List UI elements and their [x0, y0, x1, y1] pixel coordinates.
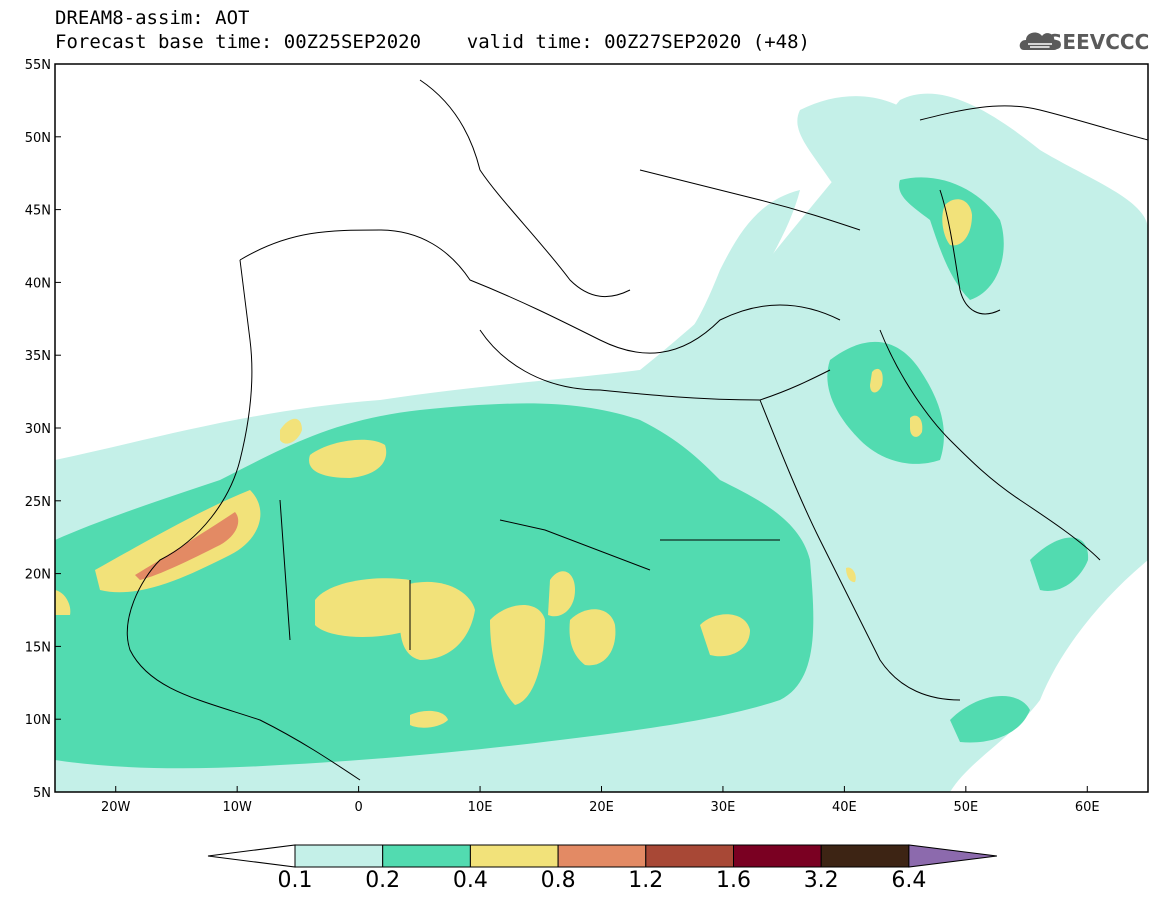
aot-band-0.4-westsahara — [95, 490, 261, 593]
colorbar-label: 6.4 — [891, 868, 927, 893]
y-tick-label: 15N — [25, 640, 51, 655]
colorbar-label: 0.1 — [277, 868, 313, 893]
colorbar-min-triangle — [207, 844, 296, 868]
aot-band-0.4-sudan — [569, 609, 616, 666]
aot-band-0.8 — [135, 512, 239, 580]
colorbar-segment — [557, 844, 647, 868]
forecast-time-line: Forecast base time: 00Z25SEP2020 valid t… — [55, 31, 810, 53]
coastlines — [126, 79, 1148, 781]
aot-band-0.4-chad — [490, 605, 545, 705]
aot-band-0.4-niger — [400, 581, 475, 660]
y-tick-label: 10N — [25, 713, 51, 728]
aot-band-0.4-mali — [315, 578, 410, 637]
colorbar — [207, 844, 997, 868]
aot-band-0.4-iraq — [870, 368, 883, 393]
aot-band-0.4-yemen — [846, 567, 856, 583]
y-tick-label: 20N — [25, 568, 51, 583]
aot-band-0.4-algeria — [309, 439, 387, 478]
colorbar-segment — [382, 844, 471, 868]
logo-text: SEEVCCC — [1048, 30, 1150, 54]
y-tick-label: 25N — [25, 495, 51, 510]
axis-ticks: 20W 10W 0 10E 20E 30E 40E 50E 60E 55N 50N 45N 40N 35N… — [25, 58, 1100, 815]
colorbar-segment — [820, 844, 910, 868]
colorbar-segment — [469, 844, 559, 868]
aot-band-0.2-oman — [1030, 537, 1089, 591]
x-tick-label: 60E — [1075, 800, 1100, 815]
colorbar-segment — [733, 844, 822, 868]
aot-band-0.4-chad2 — [548, 571, 575, 617]
aot-band-0.4-morocco — [280, 418, 302, 444]
colorbar-label: 3.2 — [803, 868, 839, 893]
aot-band-0.4-caspian — [942, 199, 972, 246]
map-title: DREAM8-assim: AOT — [55, 7, 250, 29]
colorbar-label: 0.2 — [365, 868, 401, 893]
x-tick-label: 0 — [354, 800, 362, 815]
colorbar-max-triangle — [908, 844, 997, 868]
aot-band-0.4-iraq2 — [910, 415, 923, 437]
aot-band-0.4-sudan2 — [700, 614, 750, 657]
colorbar-label: 1.2 — [628, 868, 664, 893]
x-tick-label: 10W — [222, 800, 252, 815]
colorbar-label: 0.8 — [540, 868, 576, 893]
y-tick-label: 30N — [25, 422, 51, 437]
colorbar-label: 0.4 — [452, 868, 488, 893]
x-tick-label: 50E — [953, 800, 978, 815]
y-tick-label: 45N — [25, 204, 51, 219]
x-tick-label: 40E — [832, 800, 857, 815]
y-tick-label: 35N — [25, 349, 51, 364]
y-tick-label: 50N — [25, 131, 51, 146]
aot-band-0.2-somalia — [950, 696, 1030, 743]
aot-band-0.4-nigeria — [410, 710, 448, 728]
colorbar-segment — [645, 844, 734, 868]
x-tick-label: 20E — [589, 800, 614, 815]
y-tick-label: 5N — [33, 786, 51, 801]
aot-band-0.1-balkans — [640, 190, 800, 390]
colorbar-label: 1.6 — [716, 868, 751, 893]
y-tick-label: 55N — [25, 58, 51, 73]
colorbar-segment — [294, 844, 384, 868]
cloud-icon — [1019, 32, 1059, 50]
y-tick-label: 40N — [25, 276, 51, 291]
x-tick-label: 10E — [468, 800, 493, 815]
x-tick-label: 20W — [101, 800, 131, 815]
aot-field — [55, 93, 1148, 792]
aot-band-0.4-mauritania-edge — [55, 590, 71, 615]
x-tick-label: 30E — [711, 800, 736, 815]
